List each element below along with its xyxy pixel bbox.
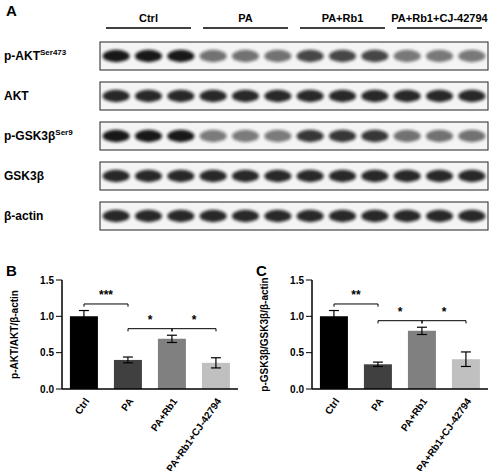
svg-text:A: A [8,2,17,19]
svg-text:*: * [148,313,153,327]
svg-text:1.0: 1.0 [40,311,54,322]
svg-text:0.5: 0.5 [290,347,304,358]
svg-text:PA: PA [238,12,253,24]
svg-text:**: ** [351,288,361,302]
svg-text:***: *** [99,288,113,302]
svg-text:GSK3β: GSK3β [8,169,44,183]
svg-text:0.5: 0.5 [40,347,54,358]
svg-text:AKT: AKT [8,89,29,103]
svg-text:*: * [442,305,447,319]
svg-text:p-AKTSer473: p-AKTSer473 [8,48,67,63]
svg-text:β-actin: β-actin [8,209,43,223]
svg-text:1.0: 1.0 [290,311,304,322]
svg-text:0.0: 0.0 [40,384,54,395]
svg-text:p-GSK3βSer9: p-GSK3βSer9 [8,128,73,143]
svg-text:p-GSK3β/GSK3β/β-actin: p-GSK3β/GSK3β/β-actin [259,277,270,391]
svg-text:PA+Rb1+CJ-42794: PA+Rb1+CJ-42794 [164,396,224,471]
svg-text:p-AKT/AKT/β-actin: p-AKT/AKT/β-actin [9,290,20,379]
html-text:C: C [256,262,267,279]
svg-text:PA+Rb1: PA+Rb1 [399,396,430,434]
svg-text:Ctrl: Ctrl [73,396,92,417]
svg-text:0.0: 0.0 [290,384,304,395]
svg-text:Ctrl: Ctrl [139,12,158,24]
html-text:B: B [6,262,17,279]
svg-text:Ctrl: Ctrl [323,396,342,417]
svg-text:PA: PA [369,396,386,413]
svg-text:*: * [398,305,403,319]
svg-text:1.5: 1.5 [40,275,54,286]
svg-text:PA+Rb1: PA+Rb1 [322,12,364,24]
svg-text:PA+Rb1+CJ-42794: PA+Rb1+CJ-42794 [414,396,474,471]
svg-text:PA+Rb1+CJ-42794: PA+Rb1+CJ-42794 [391,12,488,24]
svg-text:1.5: 1.5 [290,275,304,286]
svg-text:*: * [192,313,197,327]
svg-text:PA: PA [119,396,136,413]
svg-text:PA+Rb1: PA+Rb1 [149,396,180,434]
